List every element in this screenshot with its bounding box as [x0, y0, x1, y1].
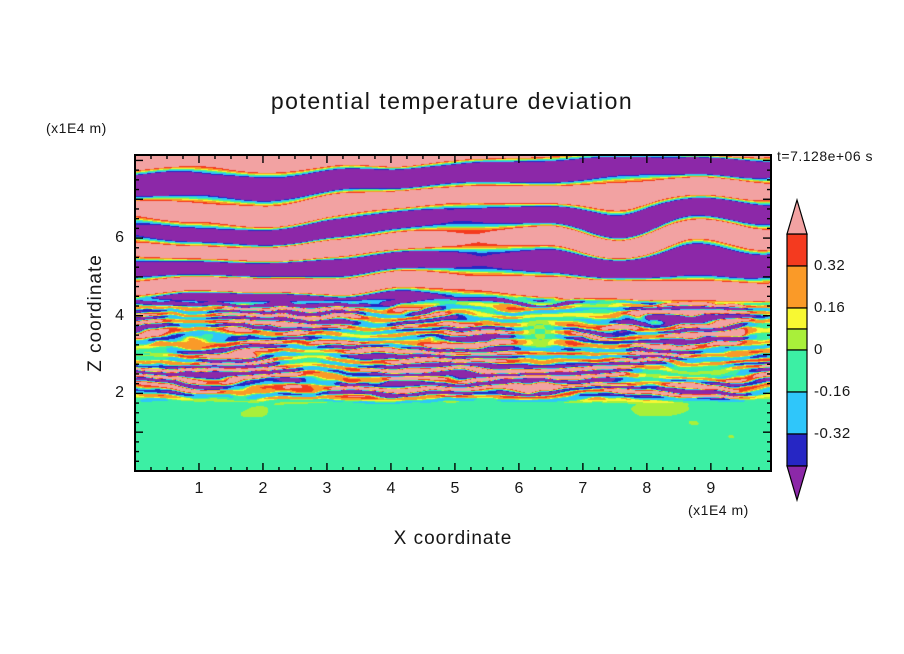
x-tick-label: 1 — [194, 480, 204, 497]
colorbar-segment-red — [786, 233, 808, 267]
colorbar-segment-navy — [786, 433, 808, 467]
colorbar-tick-label: 0 — [814, 341, 823, 358]
colorbar-segment-yellow — [786, 307, 808, 330]
x-axis-unit-label: (x1E4 m) — [688, 502, 749, 518]
x-tick-label: 2 — [258, 480, 268, 497]
colorbar-tick-label: 0.16 — [814, 299, 846, 316]
temperature-field-canvas — [135, 155, 771, 471]
colorbar-segment-orange — [786, 265, 808, 309]
z-tick-label: 2 — [115, 384, 124, 402]
x-tick-label: 3 — [322, 480, 332, 497]
colorbar-tick-label: -0.16 — [814, 383, 851, 400]
colorbar-segment-spring-green — [786, 349, 808, 393]
colorbar-segment-yellow-green — [786, 328, 808, 351]
colorbar-tick-label: 0.32 — [814, 257, 846, 274]
x-tick-label: 4 — [386, 480, 396, 497]
x-tick-label: 8 — [642, 480, 652, 497]
chart-title: potential temperature deviation — [270, 88, 634, 114]
colorbar-upper-arrow — [786, 197, 808, 235]
x-tick-label: 6 — [514, 480, 524, 497]
x-axis-label: X coordinate — [393, 528, 513, 549]
x-tick-label: 9 — [706, 480, 716, 497]
x-tick-label: 5 — [450, 480, 460, 497]
colorbar — [786, 197, 808, 503]
z-axis-unit-label: (x1E4 m) — [46, 120, 107, 136]
x-tick-label: 7 — [578, 480, 588, 497]
colorbar-tick-label: -0.32 — [814, 425, 851, 442]
z-tick-label: 4 — [115, 306, 124, 324]
z-tick-label: 6 — [115, 229, 124, 247]
colorbar-lower-arrow — [786, 465, 808, 503]
time-annotation: t=7.128e+06 s — [777, 148, 874, 164]
colorbar-segment-cyan — [786, 391, 808, 435]
